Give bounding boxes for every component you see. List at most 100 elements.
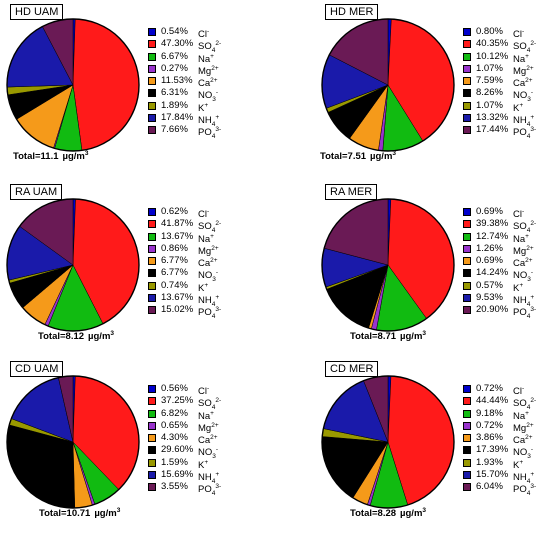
legend-percent: 3.86%: [476, 432, 503, 444]
legend-entry: 6.77% Ca2+: [148, 255, 272, 270]
legend-entry: 37.25% SO42-: [148, 395, 272, 411]
legend-entry: 0.72% Cl-: [463, 383, 550, 397]
legend-ion: NO3-: [198, 89, 219, 104]
total-label: Total=8.71 µg/m3: [350, 330, 427, 343]
legend-ion: Mg2+: [198, 421, 219, 434]
legend-swatch: [463, 409, 471, 418]
legend-swatch: [463, 306, 471, 315]
legend-percent: 9.18%: [476, 407, 503, 419]
legend-ion: Ca2+: [513, 77, 533, 90]
pie-outline: [6, 375, 140, 509]
legend-percent: 6.67%: [161, 50, 188, 62]
legend-swatch: [463, 77, 471, 86]
legend-ion: Ca2+: [198, 77, 218, 90]
legend-swatch: [463, 208, 471, 216]
legend-ion: NO3-: [513, 269, 534, 284]
legend-swatch: [148, 77, 156, 86]
legend-swatch: [463, 397, 471, 406]
legend-ion: PO43-: [513, 306, 537, 321]
legend-swatch: [463, 232, 471, 241]
legend-swatch: [148, 434, 156, 443]
legend-swatch: [148, 421, 156, 430]
pie-panel: CD UAM 0.56% Cl- 37.25% SO42- 6.82% Na+ 0.65% Mg…: [0, 357, 270, 532]
legend-entry: 41.87% SO42-: [148, 218, 272, 234]
legend-percent: 0.65%: [161, 419, 188, 431]
legend-percent: 1.93%: [476, 456, 503, 468]
legend-swatch: [463, 385, 471, 393]
legend-percent: 17.39%: [476, 444, 509, 456]
legend-ion: Ca2+: [513, 434, 533, 447]
legend: 0.56% Cl- 37.25% SO42- 6.82% Na+ 0.65% Mg2+ 4.30…: [148, 383, 272, 497]
total-label: Total=8.12 µg/m3: [38, 330, 115, 343]
pie-chart: [321, 375, 455, 509]
legend-swatch: [148, 306, 156, 315]
legend-ion: NO3-: [513, 446, 534, 461]
pie-title: HD UAM: [10, 4, 64, 20]
legend-swatch: [463, 244, 471, 253]
legend-entry: 13.67% NH4+: [148, 292, 272, 308]
legend-percent: 39.38%: [476, 218, 509, 230]
legend-percent: 0.69%: [476, 206, 503, 217]
pie-panel: RA UAM 0.62% Cl- 41.87% SO42- 13.67% Na+ 0.86% M…: [0, 180, 270, 355]
legend-swatch: [148, 40, 156, 49]
legend-ion: NO3-: [198, 446, 219, 461]
legend-entry: 9.18% Na+: [463, 407, 550, 422]
legend-swatch: [148, 385, 156, 393]
legend-swatch: [463, 89, 471, 98]
legend-entry: 39.38% SO42-: [463, 218, 550, 234]
legend-entry: 6.31% NO3-: [148, 87, 272, 103]
legend-swatch: [148, 220, 156, 229]
pie-outline: [6, 198, 140, 332]
legend-swatch: [463, 281, 471, 290]
legend: 0.62% Cl- 41.87% SO42- 13.67% Na+ 0.86% Mg2+ 6.7…: [148, 206, 272, 320]
legend-swatch: [463, 269, 471, 278]
legend-ion: Cl-: [513, 28, 525, 40]
legend-entry: 47.30% SO42-: [148, 38, 272, 54]
legend-entry: 11.53% Ca2+: [148, 75, 272, 90]
legend: 0.69% Cl- 39.38% SO42- 12.74% Na+ 1.26% Mg2+ 0.6…: [463, 206, 550, 320]
legend-percent: 14.24%: [476, 267, 509, 279]
legend-percent: 13.67%: [161, 230, 194, 242]
pie-outline: [321, 18, 455, 152]
legend-swatch: [463, 458, 471, 467]
legend-swatch: [148, 483, 156, 492]
legend-percent: 6.04%: [476, 481, 503, 493]
legend-swatch: [148, 114, 156, 123]
legend-swatch: [463, 434, 471, 443]
legend-ion: NH4+: [198, 471, 220, 485]
legend-ion: Cl-: [198, 208, 210, 220]
legend-entry: 15.70% NH4+: [463, 469, 550, 485]
legend-percent: 13.32%: [476, 112, 509, 124]
legend-swatch: [463, 446, 471, 455]
legend-ion: Ca2+: [198, 434, 218, 447]
legend-percent: 9.53%: [476, 292, 503, 304]
legend-percent: 1.89%: [161, 99, 188, 111]
legend-percent: 1.26%: [476, 242, 503, 254]
legend-swatch: [148, 244, 156, 253]
legend: 0.72% Cl- 44.44% SO42- 9.18% Na+ 0.72% Mg2+ 3.86…: [463, 383, 550, 497]
legend-entry: 0.72% Mg2+: [463, 420, 550, 434]
pie-panel: CD MER 0.72% Cl- 44.44% SO42- 9.18% Na+ 0.72% Mg…: [315, 357, 550, 532]
legend-percent: 0.86%: [161, 242, 188, 254]
legend-ion: NO3-: [513, 89, 534, 104]
legend-entry: 4.30% Ca2+: [148, 432, 272, 447]
legend-swatch: [148, 397, 156, 406]
pie-panel: HD UAM 0.54% Cl- 47.30% SO42- 6.67% Na+ 0.27% Mg…: [0, 0, 270, 175]
legend-entry: 13.67% Na+: [148, 230, 272, 245]
legend-percent: 6.31%: [161, 87, 188, 99]
legend-swatch: [148, 281, 156, 290]
legend-percent: 29.60%: [161, 444, 194, 456]
legend-percent: 15.70%: [476, 469, 509, 481]
pie-title: CD UAM: [10, 361, 64, 377]
legend-ion: Ca2+: [198, 257, 218, 270]
pie-chart: [6, 198, 140, 332]
legend-ion: SO42-: [198, 40, 222, 55]
legend-entry: 0.86% Mg2+: [148, 242, 272, 257]
legend-swatch: [463, 421, 471, 430]
legend-entry: 7.59% Ca2+: [463, 75, 550, 90]
legend-ion: SO42-: [198, 397, 222, 412]
legend-ion: PO43-: [198, 483, 222, 498]
pie-outline: [6, 18, 140, 152]
legend-percent: 0.54%: [161, 26, 188, 37]
total-label: Total=10.71 µg/m3: [39, 507, 121, 520]
